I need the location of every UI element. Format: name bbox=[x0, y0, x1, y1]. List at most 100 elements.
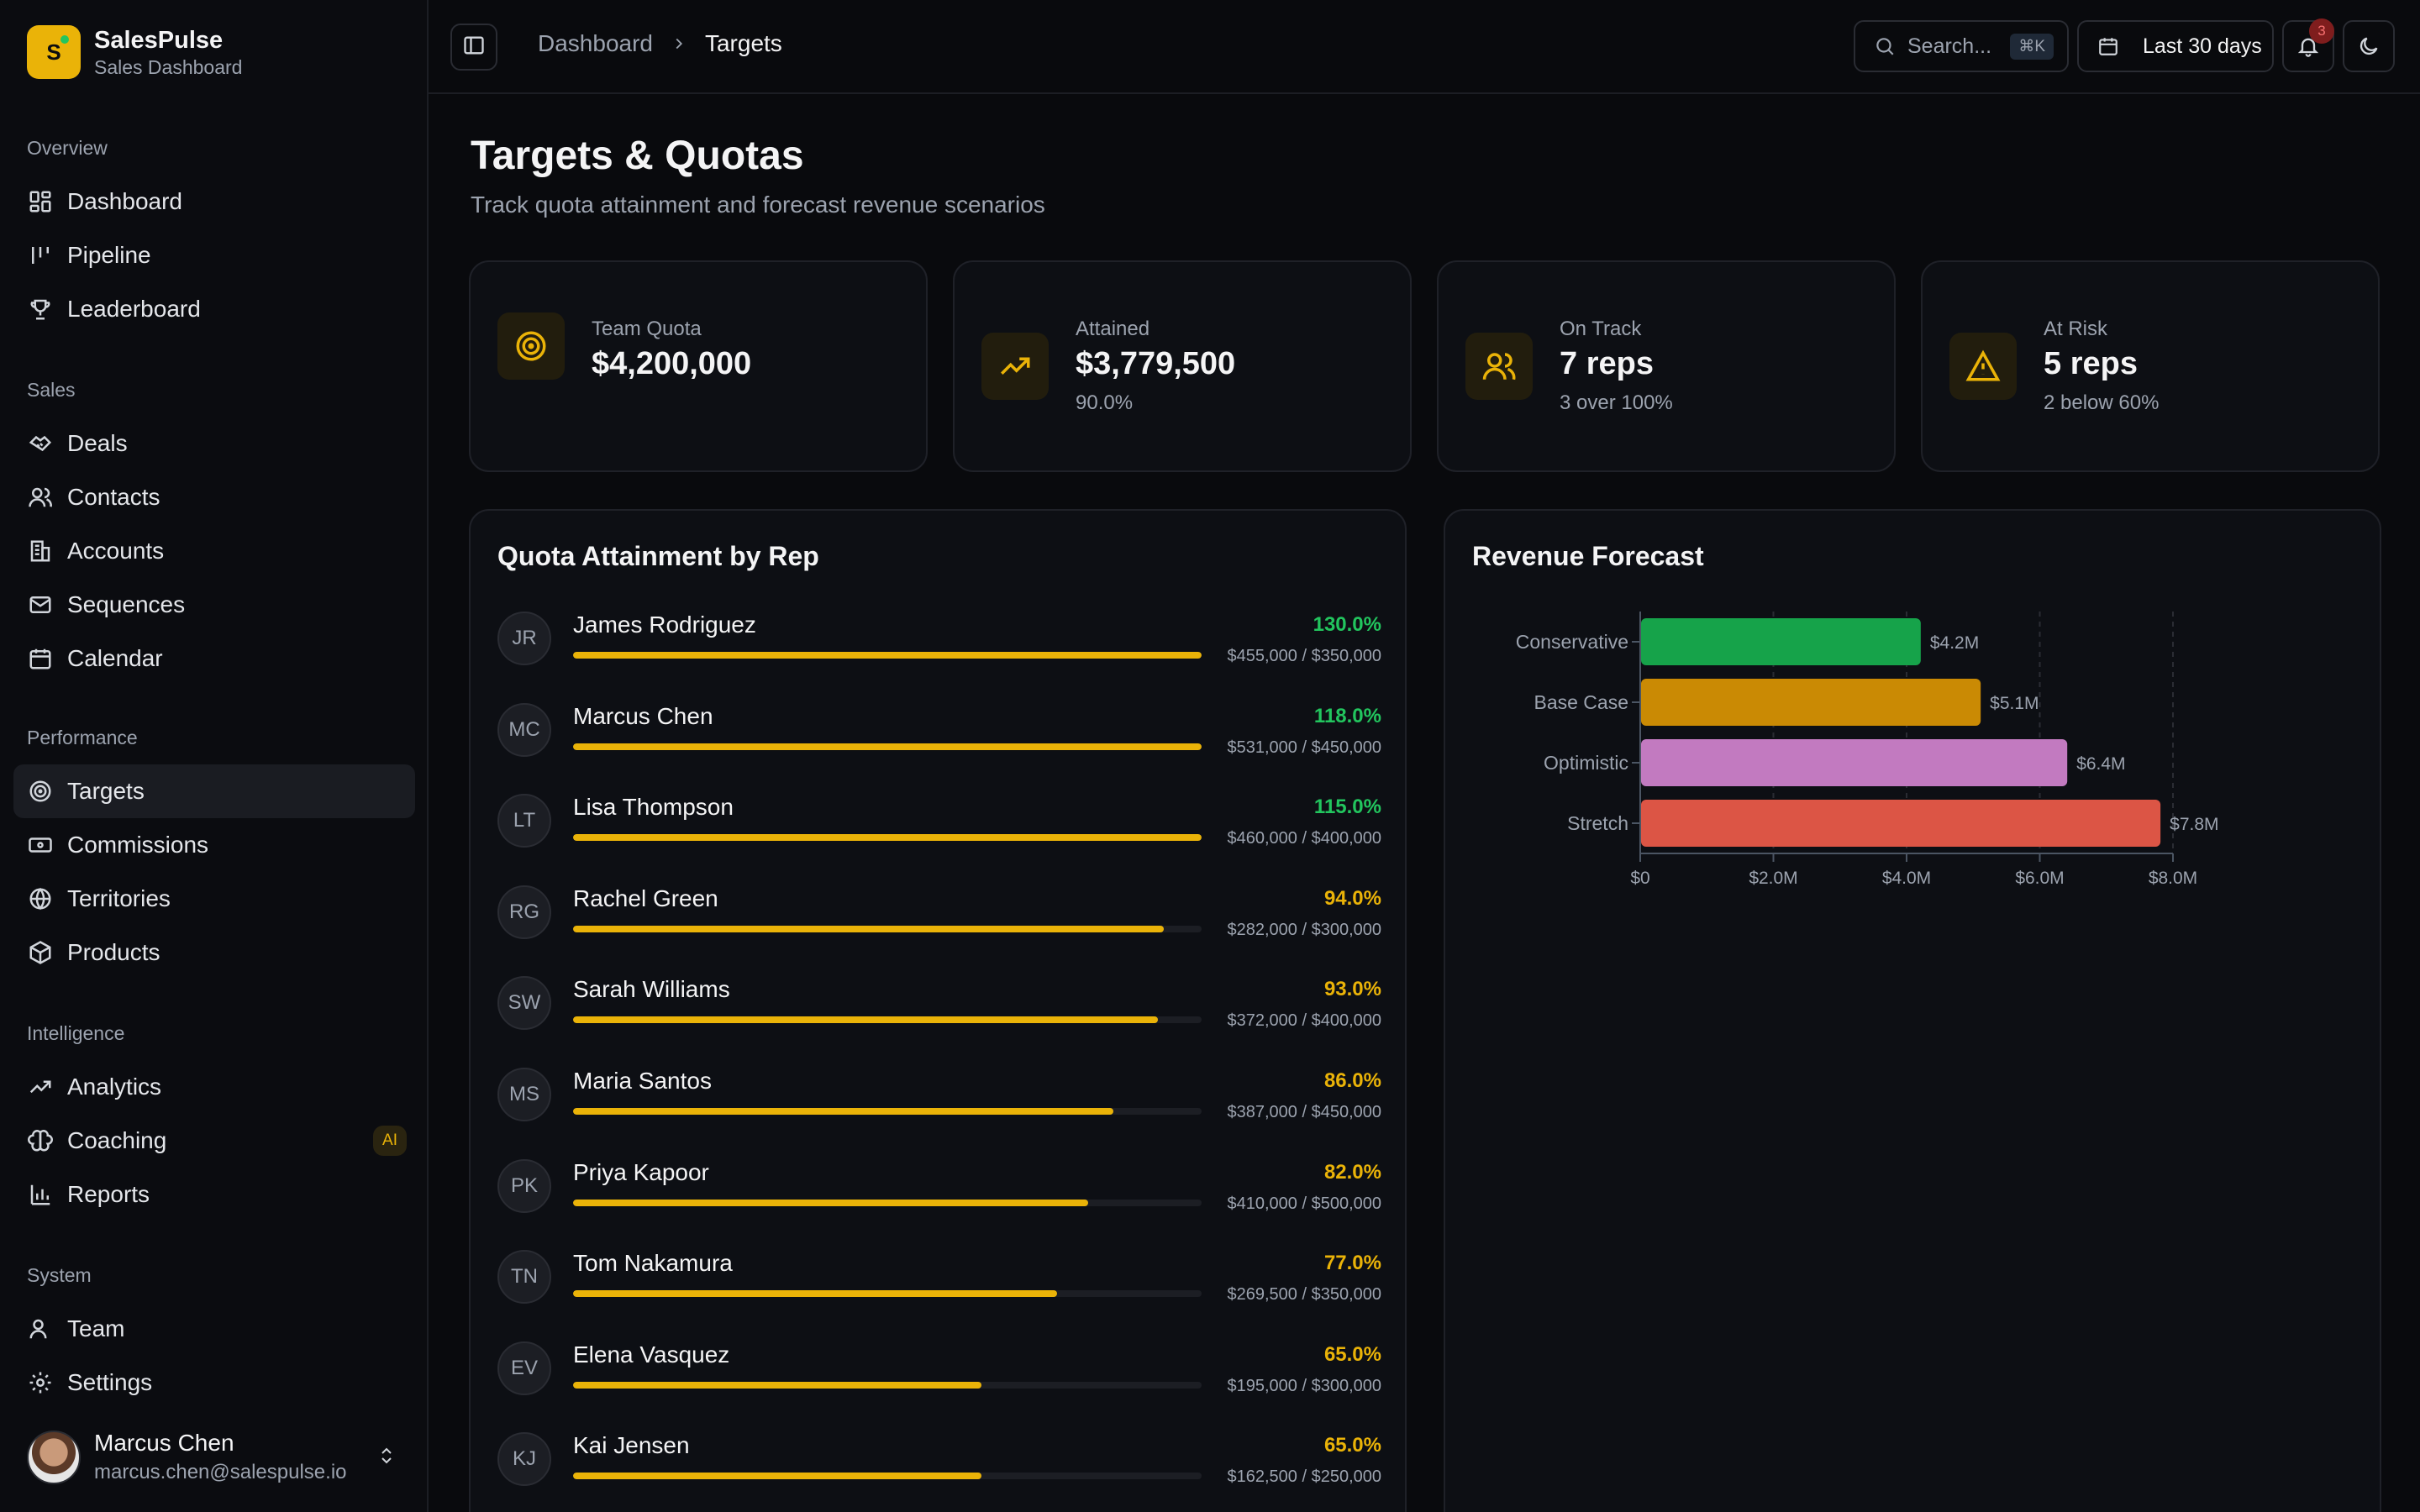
rep-row[interactable]: TN Tom Nakamura 77.0% $269,500 / $350,000 bbox=[497, 1247, 1381, 1337]
chevrons-up-down-icon bbox=[376, 1446, 397, 1470]
sidebar-item-analytics[interactable]: Analytics bbox=[13, 1060, 415, 1114]
package-icon bbox=[27, 939, 54, 966]
rep-progress-fill bbox=[573, 925, 1165, 932]
theme-toggle-button[interactable] bbox=[2343, 20, 2395, 72]
page-title: Targets & Quotas bbox=[471, 134, 804, 178]
sidebar-item-label: Commissions bbox=[67, 832, 209, 858]
rep-progress-fill bbox=[573, 1108, 1114, 1115]
avatar: MC bbox=[497, 702, 551, 757]
avatar bbox=[27, 1431, 81, 1484]
kpi-value: 5 reps bbox=[2044, 346, 2138, 381]
rep-progress-fill bbox=[573, 1199, 1089, 1206]
rep-row[interactable]: PK Priya Kapoor 82.0% $410,000 / $500,000 bbox=[497, 1156, 1381, 1247]
sidebar-item-calendar[interactable]: Calendar bbox=[13, 632, 415, 685]
avatar: LT bbox=[497, 794, 551, 848]
sidebar-item-label: Products bbox=[67, 939, 160, 965]
sidebar-item-dashboard[interactable]: Dashboard bbox=[13, 175, 415, 228]
sidebar-item-leaderboard[interactable]: Leaderboard bbox=[13, 282, 415, 336]
forecast-bar bbox=[1641, 679, 1981, 726]
bar-value-label: $6.4M bbox=[2076, 754, 2125, 774]
rep-progress-track bbox=[573, 1473, 1202, 1480]
bar-chart-icon bbox=[27, 1181, 54, 1208]
rep-row[interactable]: RG Rachel Green 94.0% $282,000 / $300,000 bbox=[497, 882, 1381, 973]
rep-progress-track bbox=[573, 1381, 1202, 1389]
rep-row[interactable]: LT Lisa Thompson 115.0% $460,000 / $400,000 bbox=[497, 790, 1381, 881]
chevron-right-icon bbox=[670, 34, 688, 53]
users-icon bbox=[1465, 333, 1533, 400]
sidebar-item-contacts[interactable]: Contacts bbox=[13, 470, 415, 524]
sidebar-item-label: Territories bbox=[67, 885, 171, 911]
sidebar-item-label: Contacts bbox=[67, 484, 160, 510]
rep-progress-fill bbox=[573, 1290, 1057, 1298]
sidebar-item-sequences[interactable]: Sequences bbox=[13, 578, 415, 632]
sidebar-item-label: Deals bbox=[67, 430, 128, 456]
target-icon bbox=[27, 778, 54, 805]
sidebar-item-label: Reports bbox=[67, 1181, 150, 1207]
rep-row[interactable]: EV Elena Vasquez 65.0% $195,000 / $300,000 bbox=[497, 1338, 1381, 1429]
kpi-card-on-track: On Track 7 reps 3 over 100% bbox=[1437, 260, 1896, 472]
sidebar-item-territories[interactable]: Territories bbox=[13, 872, 415, 926]
nav-section-overview: Overview Dashboard Pipeline Leaderboard bbox=[13, 133, 415, 336]
rep-amount: $460,000 / $400,000 bbox=[1227, 829, 1381, 848]
sidebar-item-settings[interactable]: Settings bbox=[13, 1356, 415, 1410]
rep-row[interactable]: SW Sarah Williams 93.0% $372,000 / $400,000 bbox=[497, 973, 1381, 1063]
user-icon bbox=[27, 1315, 54, 1342]
search-input[interactable]: Search... ⌘K bbox=[1854, 20, 2069, 72]
kpi-label: Team Quota bbox=[592, 318, 702, 340]
sidebar-item-commissions[interactable]: Commissions bbox=[13, 818, 415, 872]
sidebar-item-pipeline[interactable]: Pipeline bbox=[13, 228, 415, 282]
sidebar-item-targets[interactable]: Targets bbox=[13, 764, 415, 818]
nav-section-performance: Performance Targets Commissions Territor… bbox=[13, 722, 415, 979]
x-tick-label: $8.0M bbox=[2149, 869, 2197, 888]
brand[interactable]: S SalesPulse Sales Dashboard bbox=[27, 25, 242, 79]
building-icon bbox=[27, 538, 54, 564]
rep-row[interactable]: JR James Rodriguez 130.0% $455,000 / $350,0… bbox=[497, 608, 1381, 699]
rep-progress-track bbox=[573, 1108, 1202, 1115]
target-icon bbox=[497, 312, 565, 380]
sidebar-item-coaching[interactable]: Coaching AI bbox=[13, 1114, 415, 1168]
sidebar-item-products[interactable]: Products bbox=[13, 926, 415, 979]
sidebar-item-label: Sequences bbox=[67, 591, 186, 617]
nav-section-title: Performance bbox=[27, 727, 138, 748]
notifications-button[interactable]: 3 bbox=[2282, 18, 2334, 72]
rep-progress-track bbox=[573, 1016, 1202, 1024]
rep-amount: $372,000 / $400,000 bbox=[1227, 1011, 1381, 1031]
sidebar-item-label: Dashboard bbox=[67, 188, 182, 214]
sidebar-item-label: Analytics bbox=[67, 1074, 162, 1100]
sidebar-item-label: Team bbox=[67, 1315, 125, 1341]
user-menu[interactable]: Marcus Chen marcus.chen@salespulse.io bbox=[27, 1428, 413, 1487]
sidebar-item-accounts[interactable]: Accounts bbox=[13, 524, 415, 578]
date-range-label: Last 30 days bbox=[2143, 34, 2262, 58]
breadcrumb-dashboard[interactable]: Dashboard bbox=[538, 30, 653, 56]
rep-name: Kai Jensen bbox=[573, 1432, 690, 1459]
kpi-label: Attained bbox=[1076, 318, 1150, 340]
bar-value-label: $4.2M bbox=[1930, 633, 1979, 653]
breadcrumb-current: Targets bbox=[704, 30, 782, 56]
rep-progress-fill bbox=[573, 834, 1202, 842]
date-range-button[interactable]: Last 30 days bbox=[2077, 20, 2274, 72]
panel-left-icon bbox=[462, 34, 486, 61]
search-icon bbox=[1874, 35, 1896, 57]
rep-attainment-pct: 93.0% bbox=[1323, 978, 1381, 1001]
trophy-icon bbox=[27, 296, 54, 323]
rep-row[interactable]: MC Marcus Chen 118.0% $531,000 / $450,000 bbox=[497, 700, 1381, 790]
forecast-bar bbox=[1641, 739, 2068, 786]
avatar: SW bbox=[497, 976, 551, 1031]
nav-section-intelligence: Intelligence Analytics Coaching AI Repor… bbox=[13, 1018, 415, 1221]
sidebar-item-deals[interactable]: Deals bbox=[13, 417, 415, 470]
sidebar-toggle-button[interactable] bbox=[450, 24, 497, 71]
page-subtitle: Track quota attainment and forecast reve… bbox=[471, 192, 1045, 218]
rep-amount: $455,000 / $350,000 bbox=[1227, 647, 1381, 665]
bar-value-label: $5.1M bbox=[1990, 694, 2039, 713]
rep-row[interactable]: MS Maria Santos 86.0% $387,000 / $450,000 bbox=[497, 1064, 1381, 1155]
kpi-card-attained: Attained $3,779,500 90.0% bbox=[953, 260, 1412, 472]
rep-row[interactable]: KJ Kai Jensen 65.0% $162,500 / $250,000 bbox=[497, 1429, 1381, 1512]
rep-amount: $195,000 / $300,000 bbox=[1227, 1376, 1381, 1395]
sidebar-item-reports[interactable]: Reports bbox=[13, 1168, 415, 1221]
rep-progress-fill bbox=[573, 1016, 1158, 1024]
breadcrumb: Dashboard Targets bbox=[538, 30, 782, 57]
sidebar-item-team[interactable]: Team bbox=[13, 1302, 415, 1356]
rep-progress-fill bbox=[573, 743, 1202, 750]
nav-section-title: Intelligence bbox=[27, 1022, 125, 1044]
nav-section-title: System bbox=[27, 1264, 92, 1286]
